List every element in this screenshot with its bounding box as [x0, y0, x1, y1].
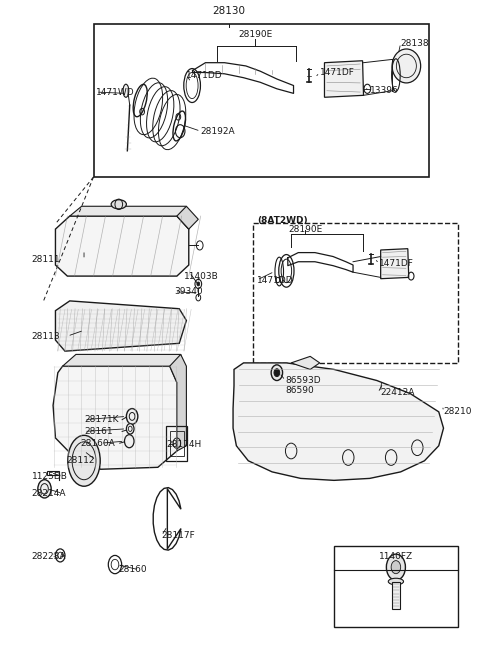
- Text: 1471WD: 1471WD: [96, 88, 134, 97]
- Circle shape: [274, 369, 280, 377]
- Text: 28161: 28161: [84, 427, 113, 436]
- Text: 28174H: 28174H: [167, 440, 202, 449]
- Circle shape: [38, 480, 51, 498]
- Text: 28214A: 28214A: [32, 489, 66, 498]
- Text: 28112: 28112: [66, 456, 95, 464]
- Text: 28192A: 28192A: [201, 127, 235, 136]
- Text: 22412A: 22412A: [381, 388, 415, 397]
- Circle shape: [126, 409, 138, 424]
- Circle shape: [124, 435, 134, 448]
- Text: 1125DB: 1125DB: [32, 472, 68, 481]
- Ellipse shape: [392, 49, 420, 83]
- Polygon shape: [324, 61, 363, 97]
- Circle shape: [197, 282, 200, 286]
- Polygon shape: [177, 206, 198, 229]
- Circle shape: [271, 365, 283, 381]
- Polygon shape: [56, 216, 189, 276]
- Text: 1471DD: 1471DD: [186, 71, 223, 80]
- Polygon shape: [53, 366, 177, 470]
- Text: 28210: 28210: [444, 407, 472, 417]
- Text: 28190E: 28190E: [288, 226, 323, 234]
- Text: 1471DF: 1471DF: [379, 259, 414, 268]
- Polygon shape: [291, 356, 320, 370]
- Ellipse shape: [388, 578, 404, 585]
- Circle shape: [126, 424, 134, 434]
- Polygon shape: [170, 354, 186, 451]
- Text: 28223A: 28223A: [32, 552, 66, 561]
- Polygon shape: [233, 363, 444, 481]
- Ellipse shape: [111, 199, 126, 209]
- Bar: [253, 222, 458, 363]
- Ellipse shape: [123, 84, 129, 97]
- Bar: [94, 24, 429, 177]
- Text: 86593D: 86593D: [286, 376, 321, 385]
- Circle shape: [386, 554, 406, 580]
- Circle shape: [391, 560, 401, 574]
- Text: 28160A: 28160A: [81, 439, 115, 448]
- Text: 39340: 39340: [175, 287, 203, 296]
- Polygon shape: [62, 354, 184, 366]
- Text: 11403B: 11403B: [184, 271, 219, 281]
- Bar: [392, 581, 400, 609]
- Text: 28138: 28138: [401, 39, 429, 48]
- Polygon shape: [70, 206, 189, 229]
- Text: 1471DF: 1471DF: [320, 68, 355, 77]
- Text: 28130: 28130: [213, 6, 246, 16]
- Polygon shape: [56, 301, 186, 351]
- Text: 1471DD: 1471DD: [257, 275, 293, 284]
- Text: 28113: 28113: [32, 332, 60, 341]
- Text: 28160: 28160: [119, 565, 147, 574]
- Text: 28117F: 28117F: [162, 531, 195, 540]
- Text: 28111: 28111: [32, 255, 60, 264]
- Ellipse shape: [68, 436, 100, 486]
- Text: (8AT2WD): (8AT2WD): [257, 216, 308, 224]
- Text: 28190E: 28190E: [238, 29, 273, 39]
- Text: 86590: 86590: [286, 386, 314, 395]
- Text: 28171K: 28171K: [84, 415, 119, 424]
- Bar: [334, 545, 458, 627]
- Text: 1140FZ: 1140FZ: [379, 552, 413, 561]
- Polygon shape: [381, 249, 409, 279]
- Text: 13396: 13396: [370, 86, 398, 95]
